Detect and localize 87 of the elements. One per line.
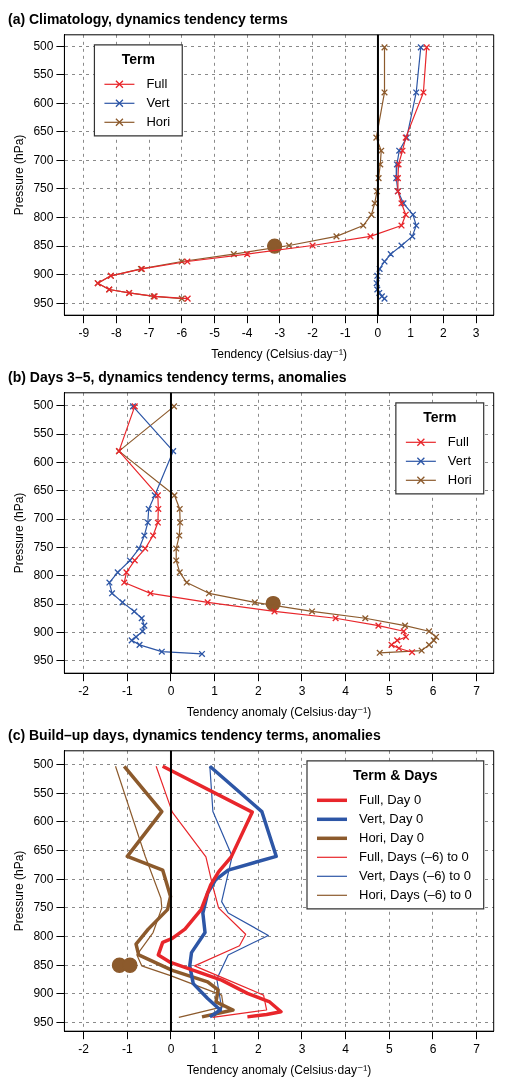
x-tick-label: -8 xyxy=(111,325,123,340)
x-tick-label: 3 xyxy=(298,1041,306,1056)
x-axis-title: Tendency (Celsius·day⁻¹) xyxy=(211,347,347,362)
x-tick-label: 1 xyxy=(211,683,219,698)
y-tick-label: 700 xyxy=(33,871,54,886)
legend-label: Vert xyxy=(447,452,472,468)
y-tick-label: 850 xyxy=(33,238,54,253)
y-tick-label: 550 xyxy=(33,67,54,82)
y-tick-label: 900 xyxy=(33,986,54,1001)
legend-title: Term xyxy=(423,408,457,425)
x-tick-label: 6 xyxy=(429,1041,437,1056)
y-tick-label: 500 xyxy=(33,38,54,53)
y-tick-label: 750 xyxy=(33,900,54,915)
legend-label: Hori, Day 0 xyxy=(359,829,425,845)
x-tick-label: 7 xyxy=(473,683,481,698)
x-tick-label: 2 xyxy=(254,683,262,698)
x-tick-label: -5 xyxy=(209,325,221,340)
x-axis-title: Tendency anomaly (Celsius·day⁻¹) xyxy=(186,705,372,720)
legend-label: Vert, Days (–6) to 0 xyxy=(359,867,471,883)
legend-label: Full xyxy=(447,433,469,449)
x-axis-title: Tendency anomaly (Celsius·day⁻¹) xyxy=(186,1063,372,1078)
y-tick-label: 600 xyxy=(33,95,54,110)
y-tick-label: 800 xyxy=(33,568,54,583)
y-tick-label: 550 xyxy=(33,426,54,441)
legend-title: Term xyxy=(121,50,155,67)
x-tick-label: 0 xyxy=(167,1041,175,1056)
x-tick-label: 0 xyxy=(374,325,382,340)
y-tick-label: 950 xyxy=(33,1014,54,1029)
y-axis-title: Pressure (hPa) xyxy=(11,850,26,932)
legend-label: Hori xyxy=(447,471,472,487)
legend-label: Hori, Days (–6) to 0 xyxy=(359,886,472,902)
legend-label: Full, Day 0 xyxy=(359,791,422,807)
x-tick-label: -9 xyxy=(78,325,90,340)
y-tick-label: 550 xyxy=(33,785,54,800)
x-tick-label: 3 xyxy=(472,325,480,340)
x-tick-label: 6 xyxy=(429,683,437,698)
y-tick-label: 900 xyxy=(33,266,54,281)
x-tick-label: 2 xyxy=(254,1041,262,1056)
legend-title: Term & Days xyxy=(353,766,438,783)
y-tick-label: 800 xyxy=(33,928,54,943)
legend-label: Hori xyxy=(146,113,171,129)
y-tick-label: 500 xyxy=(33,756,54,771)
x-tick-label: 5 xyxy=(385,683,393,698)
x-tick-label: 1 xyxy=(407,325,415,340)
y-tick-label: 900 xyxy=(33,624,54,639)
legend-label: Vert xyxy=(146,94,170,110)
x-tick-label: 1 xyxy=(211,1041,219,1056)
x-tick-label: -7 xyxy=(143,325,155,340)
legend-label: Vert, Day 0 xyxy=(359,810,424,826)
y-tick-label: 800 xyxy=(33,209,54,224)
x-tick-label: -1 xyxy=(339,325,351,340)
x-tick-label: 7 xyxy=(473,1041,481,1056)
y-tick-label: 650 xyxy=(33,124,54,139)
y-tick-label: 950 xyxy=(33,295,54,310)
x-tick-label: 0 xyxy=(167,683,175,698)
y-tick-label: 600 xyxy=(33,454,54,469)
legend-label: Full, Days (–6) to 0 xyxy=(359,848,469,864)
x-tick-label: 4 xyxy=(342,683,350,698)
x-tick-label: 2 xyxy=(440,325,448,340)
chart-title: (a) Climatology, dynamics tendency terms xyxy=(8,11,289,28)
x-tick-label: -4 xyxy=(241,325,253,340)
y-tick-label: 650 xyxy=(33,483,54,498)
y-tick-label: 650 xyxy=(33,842,54,857)
y-tick-label: 700 xyxy=(33,152,54,167)
x-tick-label: 4 xyxy=(342,1041,350,1056)
y-tick-label: 750 xyxy=(33,181,54,196)
x-tick-label: -1 xyxy=(121,1041,133,1056)
x-tick-label: 3 xyxy=(298,683,306,698)
x-tick-label: -2 xyxy=(78,683,90,698)
x-tick-label: 5 xyxy=(385,1041,393,1056)
y-tick-label: 600 xyxy=(33,814,54,829)
x-tick-label: -2 xyxy=(307,325,319,340)
y-axis-title: Pressure (hPa) xyxy=(11,134,26,216)
x-tick-label: -2 xyxy=(78,1041,90,1056)
y-axis-title: Pressure (hPa) xyxy=(11,492,26,574)
chart-title: (b) Days 3–5, dynamics tendency terms, anomalies xyxy=(8,369,347,386)
y-tick-label: 850 xyxy=(33,957,54,972)
y-tick-label: 700 xyxy=(33,511,54,526)
x-tick-label: -6 xyxy=(176,325,188,340)
legend-label: Full xyxy=(146,75,168,91)
x-tick-label: -3 xyxy=(274,325,286,340)
y-tick-label: 850 xyxy=(33,596,54,611)
y-tick-label: 750 xyxy=(33,539,54,554)
chart-title: (c) Build–up days, dynamics tendency terms, anomalies xyxy=(8,727,381,744)
y-tick-label: 500 xyxy=(33,398,54,413)
y-tick-label: 950 xyxy=(33,653,54,668)
x-tick-label: -1 xyxy=(121,683,133,698)
